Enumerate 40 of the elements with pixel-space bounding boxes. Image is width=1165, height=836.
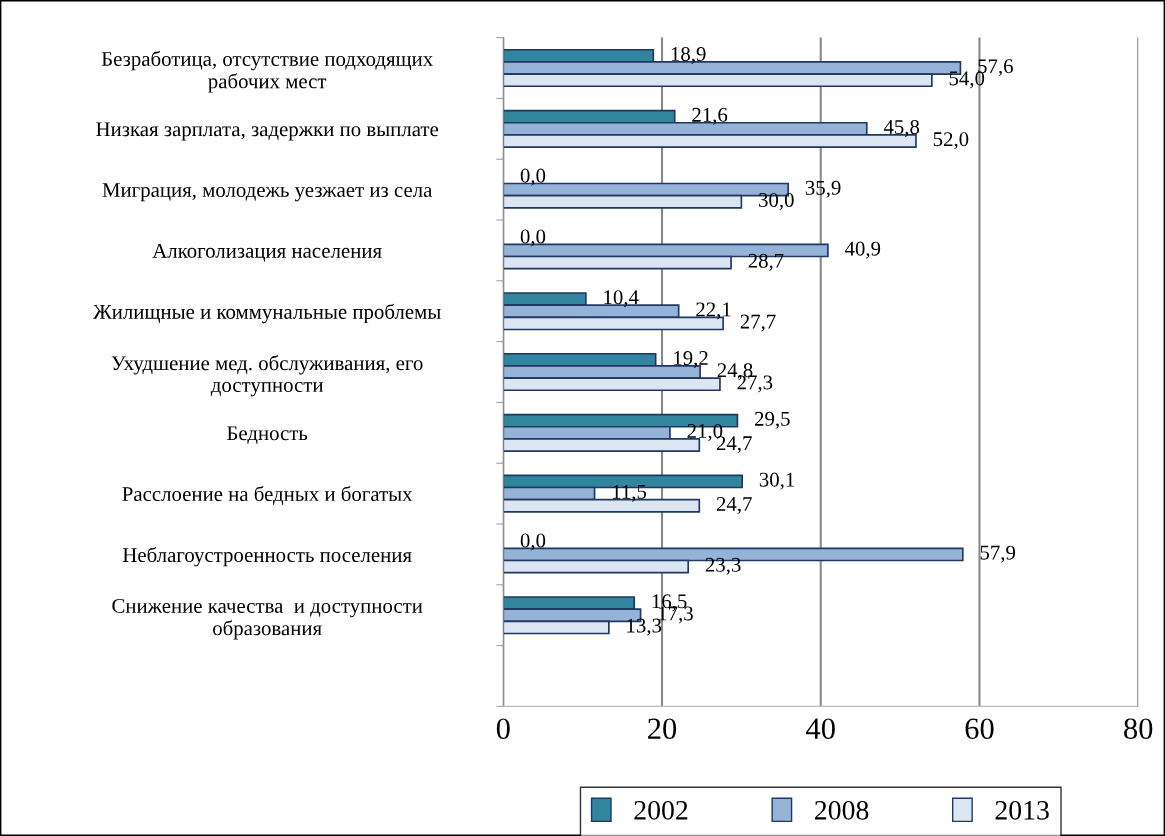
y-tick-label: Ухудшение мед. обслуживания, его доступности <box>111 355 423 397</box>
data-label: 0,0 <box>520 229 546 247</box>
data-label: 0,0 <box>520 533 546 551</box>
y-tick-label: Миграция, молодежь уезжает из села <box>102 183 433 202</box>
y-tick-label: Бедность <box>227 426 308 445</box>
data-label: 57,9 <box>980 545 1016 563</box>
legend-label: 2008 <box>815 800 869 820</box>
data-label: 52,0 <box>933 132 969 150</box>
data-label: 13,3 <box>627 618 662 636</box>
x-tick-label: 20 <box>648 718 677 740</box>
y-tick-label: Снижение качества и доступности образования <box>112 598 423 640</box>
data-label: 35,9 <box>805 180 841 198</box>
data-label: 11,5 <box>613 484 647 502</box>
data-label: 30,0 <box>759 192 794 210</box>
data-label: 18,9 <box>671 47 706 65</box>
data-label: 27,7 <box>740 314 776 332</box>
y-tick-label: Расслоение на бедных и богатых <box>122 485 413 505</box>
data-label: 22,1 <box>696 302 731 320</box>
data-label: 19,2 <box>674 351 708 369</box>
legend-label: 2002 <box>634 800 688 820</box>
y-tick-label: Жилищные и коммунальные проблемы <box>93 303 441 324</box>
x-tick-label: 40 <box>806 718 835 740</box>
y-tick-label: Алкоголизация населения <box>152 243 382 262</box>
data-label: 24,7 <box>716 496 752 514</box>
data-label: 40,9 <box>844 241 881 259</box>
data-label: 23,3 <box>705 557 741 575</box>
data-label: 28,7 <box>748 253 784 271</box>
data-label: 45,8 <box>883 119 920 138</box>
data-label: 10,4 <box>604 290 639 308</box>
data-label: 21,6 <box>692 107 728 125</box>
data-label: 30,1 <box>759 472 795 490</box>
data-label: 0,0 <box>520 168 546 186</box>
y-tick-label: Безработица, отсутствие подходящих рабочих мест <box>101 50 433 93</box>
x-tick-label: 80 <box>1124 718 1153 740</box>
y-tick-label: Неблагоустроенность поселения <box>122 546 412 567</box>
legend-label: 2013 <box>995 800 1049 820</box>
data-label: 29,5 <box>754 411 790 429</box>
x-tick-label: 0 <box>496 718 510 740</box>
y-tick-label: Низкая зарплата, задержки по выплате <box>96 122 439 141</box>
x-tick-label: 60 <box>965 718 994 740</box>
